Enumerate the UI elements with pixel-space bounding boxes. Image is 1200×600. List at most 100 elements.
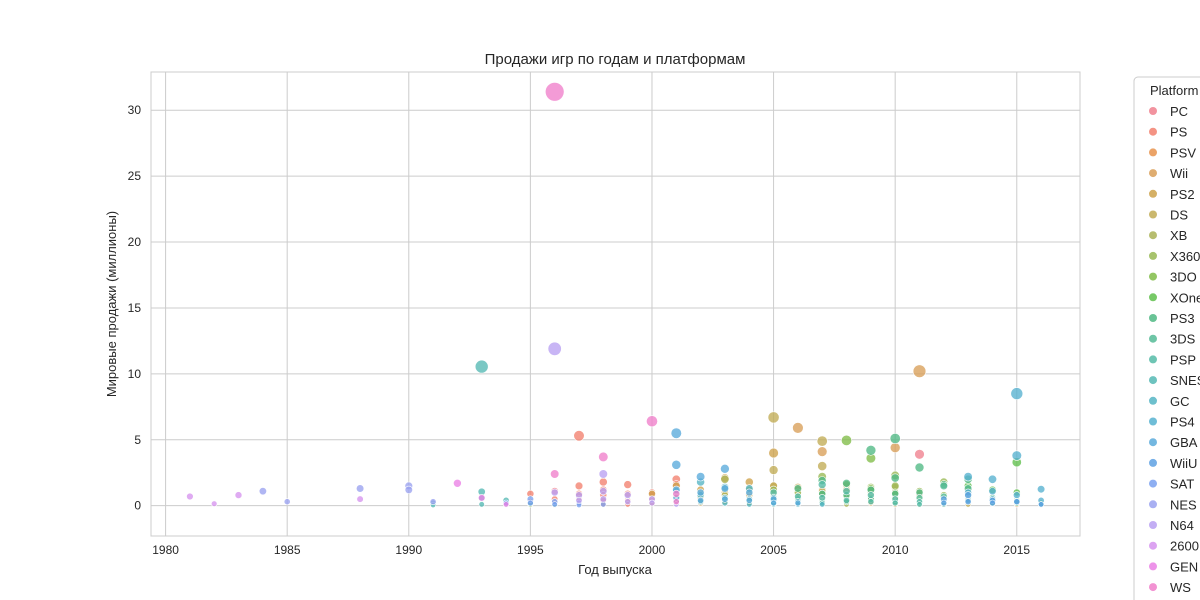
data-point-3ds bbox=[939, 481, 948, 491]
legend-marker bbox=[1149, 355, 1157, 364]
data-point-pc bbox=[914, 449, 925, 460]
y-tick-label: 0 bbox=[134, 499, 141, 513]
legend-label: GBA bbox=[1170, 435, 1198, 450]
data-point-ps bbox=[623, 480, 633, 489]
data-point-gba bbox=[720, 463, 730, 474]
legend-label: 2600 bbox=[1170, 539, 1199, 554]
legend-title: Platform bbox=[1150, 83, 1198, 98]
legend-label: PS2 bbox=[1170, 187, 1195, 202]
y-tick-labels: 0 5 10 15 20 25 30 bbox=[128, 103, 142, 512]
data-point-sat bbox=[551, 501, 558, 508]
legend-label: WiiU bbox=[1170, 456, 1197, 471]
data-point-n64 bbox=[598, 469, 608, 479]
data-point-sat bbox=[527, 499, 534, 507]
data-point-ps3 bbox=[914, 462, 925, 473]
data-point-n64 bbox=[599, 487, 608, 496]
legend-label: PSV bbox=[1170, 145, 1196, 160]
data-point-ps4 bbox=[988, 487, 997, 496]
data-point-psp bbox=[817, 480, 827, 489]
x-tick-label: 1980 bbox=[152, 543, 179, 557]
legend-marker bbox=[1149, 272, 1157, 281]
data-point-ps bbox=[573, 430, 585, 442]
data-point-ds bbox=[767, 411, 780, 424]
legend: Platform PC PS PSV Wii PS2 DS XB X360 3DO XOne PS3… bbox=[1133, 76, 1200, 600]
data-point-ps4 bbox=[1036, 485, 1046, 494]
data-point-gba bbox=[671, 459, 682, 470]
legend-label: SNES bbox=[1170, 373, 1200, 388]
legend-label: GC bbox=[1170, 394, 1190, 409]
legend-marker bbox=[1149, 562, 1157, 571]
data-point-nes bbox=[283, 498, 291, 506]
data-point-snes bbox=[478, 501, 485, 508]
data-point-ws bbox=[672, 498, 680, 506]
data-point-wiiu bbox=[964, 491, 972, 499]
data-point-ds bbox=[768, 465, 779, 475]
legend-label: GEN bbox=[1170, 559, 1198, 574]
legend-label: SAT bbox=[1170, 477, 1194, 492]
legend-label: XOne bbox=[1170, 290, 1200, 305]
chart-title: Продажи игр по годам и платформам bbox=[485, 51, 746, 68]
data-point-ps3 bbox=[793, 484, 803, 493]
legend-marker bbox=[1149, 334, 1157, 343]
legend-marker bbox=[1149, 396, 1157, 405]
legend-marker bbox=[1149, 231, 1157, 240]
legend-label: PS4 bbox=[1170, 415, 1195, 430]
data-point-gen bbox=[503, 501, 510, 508]
y-tick-label: 15 bbox=[128, 301, 142, 315]
y-tick-label: 20 bbox=[128, 235, 142, 249]
legend-label: DS bbox=[1170, 208, 1188, 223]
data-point-wii bbox=[816, 446, 828, 457]
data-point-gba bbox=[670, 427, 682, 439]
data-points bbox=[186, 82, 1046, 508]
data-point-psp bbox=[891, 499, 899, 507]
legend-marker bbox=[1149, 458, 1157, 467]
data-point-psp bbox=[867, 491, 875, 499]
data-point-n64 bbox=[648, 499, 656, 507]
grid-lines bbox=[151, 72, 1080, 536]
data-point-n64 bbox=[599, 495, 607, 503]
y-axis-label: Мировые продажи (миллионы) bbox=[104, 211, 119, 397]
data-point-ps4 bbox=[1010, 387, 1024, 400]
legend-marker bbox=[1149, 314, 1157, 322]
legend-marker bbox=[1149, 148, 1157, 157]
legend-marker bbox=[1149, 479, 1157, 488]
legend-marker bbox=[1149, 417, 1157, 426]
legend-marker bbox=[1149, 189, 1157, 198]
legend-marker bbox=[1149, 541, 1157, 550]
data-point-psp bbox=[842, 496, 850, 504]
legend-label: PS bbox=[1170, 125, 1188, 140]
legend-marker bbox=[1149, 438, 1157, 447]
data-point-gba bbox=[721, 495, 729, 503]
x-tick-label: 2015 bbox=[1003, 543, 1030, 557]
data-point-ps4 bbox=[963, 472, 973, 482]
data-point-ps bbox=[574, 481, 584, 491]
data-point-ps3 bbox=[889, 432, 901, 444]
x-tick-label: 2005 bbox=[760, 543, 787, 557]
legend-label: 3DO bbox=[1170, 270, 1197, 285]
legend-marker bbox=[1149, 521, 1157, 529]
x-tick-label: 2010 bbox=[882, 543, 909, 557]
data-point-gba bbox=[794, 499, 802, 507]
data-point-2600 bbox=[211, 500, 218, 507]
data-point-gba bbox=[770, 499, 777, 507]
data-point-3do bbox=[840, 434, 852, 446]
legend-label: N64 bbox=[1170, 518, 1194, 533]
legend-box bbox=[1133, 76, 1200, 600]
data-point-psp bbox=[842, 487, 851, 496]
data-point-wii bbox=[792, 422, 804, 434]
data-point-gba bbox=[745, 496, 753, 504]
x-tick-label: 1985 bbox=[274, 543, 301, 557]
legend-label: PSP bbox=[1170, 352, 1196, 367]
data-point-n64 bbox=[550, 488, 559, 497]
data-point-gba bbox=[720, 484, 730, 493]
data-point-ps2 bbox=[768, 447, 779, 459]
data-point-2600 bbox=[234, 491, 243, 499]
data-point-ps3 bbox=[842, 478, 851, 488]
data-point-ps4 bbox=[987, 474, 997, 484]
data-point-wiiu bbox=[940, 499, 948, 507]
data-point-ps4 bbox=[1011, 450, 1022, 461]
data-point-gba bbox=[695, 472, 706, 482]
data-point-ds bbox=[817, 461, 828, 471]
data-point-nes bbox=[429, 498, 437, 506]
